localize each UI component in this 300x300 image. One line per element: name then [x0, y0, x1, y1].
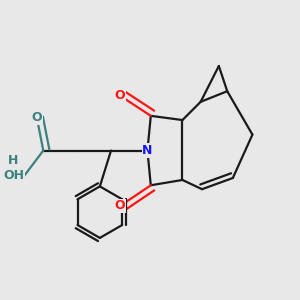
Text: O: O	[115, 89, 125, 102]
Text: OH: OH	[3, 169, 24, 182]
Text: O: O	[32, 111, 42, 124]
Text: N: N	[142, 144, 153, 157]
Text: H: H	[8, 154, 18, 167]
Text: O: O	[115, 200, 125, 212]
